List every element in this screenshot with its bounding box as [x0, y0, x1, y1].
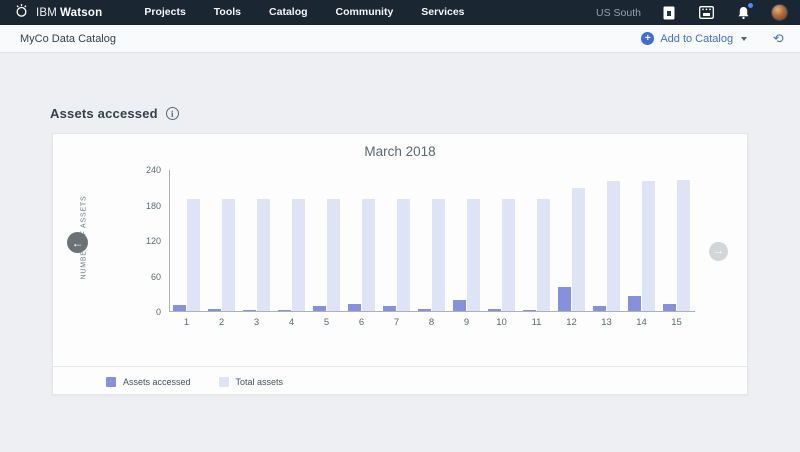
bar-total-assets — [292, 199, 305, 311]
bar-total-assets — [467, 199, 480, 311]
x-tick: 10 — [496, 317, 507, 328]
x-tick: 5 — [323, 317, 330, 328]
previous-period-button[interactable]: ← — [67, 232, 88, 253]
bar-assets-accessed — [558, 287, 571, 311]
primary-nav: Projects Tools Catalog Community Services — [130, 0, 478, 25]
bar-assets-accessed — [173, 305, 186, 311]
bar-total-assets — [327, 199, 340, 311]
legend-item-assets-accessed: Assets accessed — [106, 377, 191, 387]
docs-icon[interactable] — [660, 4, 678, 22]
x-tick: 4 — [288, 317, 295, 328]
plus-icon: + — [641, 32, 655, 45]
bar-assets-accessed — [348, 304, 361, 311]
navbar-right: US South — [596, 1, 788, 22]
bar-total-assets — [432, 199, 445, 311]
bar-total-assets — [537, 199, 550, 311]
nav-item-services[interactable]: Services — [421, 6, 465, 18]
top-navbar: IBM Watson Projects Tools Catalog Community S… — [0, 0, 800, 25]
x-tick: 6 — [358, 317, 365, 328]
bar-total-assets — [642, 181, 655, 311]
bar-assets-accessed — [208, 309, 221, 311]
chart-plot: 1 2 3 4 5 6 7 8 9 10 11 12 13 14 15 — [169, 170, 695, 328]
bar-assets-accessed — [313, 306, 326, 311]
x-tick: 9 — [463, 317, 470, 328]
x-tick: 2 — [218, 317, 225, 328]
x-tick: 3 — [253, 317, 260, 328]
y-tick: 0 — [155, 307, 161, 317]
bar-assets-accessed — [278, 310, 291, 311]
x-tick: 15 — [671, 317, 682, 328]
y-tick: 120 — [145, 236, 161, 246]
catalog-title: MyCo Data Catalog — [20, 32, 116, 45]
y-tick: 60 — [150, 271, 161, 282]
chevron-down-icon — [741, 36, 748, 41]
bar-total-assets — [362, 199, 375, 311]
x-tick: 7 — [393, 317, 400, 328]
apps-icon[interactable] — [697, 4, 715, 22]
user-avatar[interactable] — [771, 4, 788, 21]
bar-assets-accessed — [418, 309, 431, 311]
nav-item-catalog[interactable]: Catalog — [269, 6, 308, 18]
y-tick: 240 — [145, 165, 161, 175]
bar-total-assets — [677, 180, 690, 311]
brand-text: IBM Watson — [36, 6, 103, 19]
bar-assets-accessed — [593, 306, 606, 311]
bar-assets-accessed — [383, 306, 396, 311]
region-selector[interactable]: US South — [596, 6, 641, 19]
chart-title: March 2018 — [364, 144, 436, 159]
section-title: Assets accessed — [50, 106, 158, 121]
brand[interactable]: IBM Watson — [14, 3, 102, 23]
x-tick: 13 — [601, 317, 612, 328]
bar-assets-accessed — [453, 300, 466, 311]
assets-accessed-chart-card: March 2018 NUMBER OF ASSETS 060120180240… — [52, 133, 748, 395]
info-icon[interactable]: i — [165, 107, 179, 120]
bar-total-assets — [187, 199, 200, 311]
catalog-subheader: MyCo Data Catalog + Add to Catalog ⟳ — [0, 25, 800, 53]
x-tick: 11 — [531, 317, 542, 328]
legend-item-total-assets: Total assets — [218, 377, 283, 387]
refresh-icon[interactable]: ⟳ — [773, 31, 784, 46]
x-tick: 1 — [183, 317, 190, 328]
watson-logo-icon — [14, 3, 29, 23]
x-tick: 8 — [428, 317, 435, 328]
bar-total-assets — [257, 199, 270, 311]
notifications-bell-icon[interactable] — [734, 1, 754, 22]
nav-item-projects[interactable]: Projects — [144, 6, 186, 18]
bar-assets-accessed — [663, 304, 676, 311]
legend-divider — [53, 366, 747, 367]
chart-legend: Assets accessed Total assets — [106, 377, 283, 387]
bar-total-assets — [502, 199, 515, 311]
bar-total-assets — [222, 199, 235, 311]
total-assets-swatch — [218, 377, 229, 387]
assets-accessed-swatch — [106, 377, 116, 387]
bar-total-assets — [572, 188, 585, 311]
notification-badge — [747, 1, 754, 9]
x-tick: 12 — [566, 317, 577, 328]
nav-item-tools[interactable]: Tools — [213, 6, 242, 18]
bar-total-assets — [607, 181, 620, 311]
bar-assets-accessed — [523, 310, 536, 311]
nav-item-community[interactable]: Community — [335, 6, 394, 18]
add-to-catalog-button[interactable]: + Add to Catalog — [641, 32, 748, 45]
x-tick: 14 — [636, 317, 647, 328]
bar-assets-accessed — [488, 309, 501, 311]
y-tick: 180 — [145, 200, 161, 211]
bar-total-assets — [397, 199, 410, 311]
next-period-button[interactable]: → — [709, 242, 728, 261]
bar-assets-accessed — [628, 296, 641, 311]
bar-assets-accessed — [243, 310, 256, 311]
